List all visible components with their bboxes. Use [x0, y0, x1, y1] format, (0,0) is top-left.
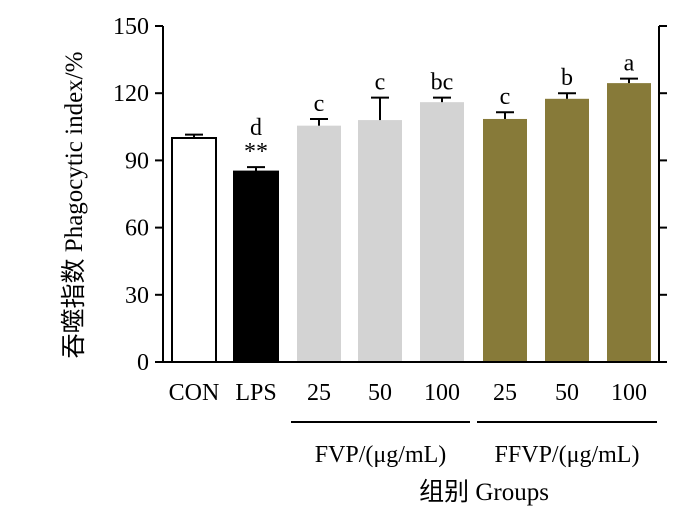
x-tick-label-5: 25 — [493, 380, 517, 406]
significance-label-1: ** — [244, 139, 268, 165]
y-axis-label: 吞噬指数 Phagocytic index/% — [60, 52, 88, 359]
y-tick-label-150: 150 — [113, 14, 149, 40]
significance-label-4: bc — [431, 70, 454, 96]
bars-layer — [171, 77, 651, 363]
bar-3 — [358, 120, 402, 362]
labels-layer: CON **d LPS c 25 c 50 bc 100 c 25 b 50 a 100 0 30 60 90 120… — [113, 14, 647, 468]
significance-label-7: a — [624, 51, 635, 77]
bar-6 — [545, 98, 589, 363]
x-tick-label-3: 50 — [368, 380, 392, 406]
group-label-1: FFVP/(μg/mL) — [495, 442, 640, 468]
x-tick-label-4: 100 — [424, 380, 460, 406]
significance-label-2: c — [314, 91, 325, 117]
bar-1 — [233, 170, 279, 363]
y-tick-label-0: 0 — [137, 350, 149, 376]
axes-layer — [155, 25, 667, 423]
x-tick-label-1: LPS — [235, 380, 276, 406]
bar-0 — [171, 137, 217, 363]
x-tick-label-7: 100 — [611, 380, 647, 406]
x-tick-label-6: 50 — [555, 380, 579, 406]
bar-7 — [607, 83, 651, 363]
y-tick-label-30: 30 — [125, 283, 149, 309]
y-tick-label-90: 90 — [125, 148, 149, 174]
x-axis-label: 组别 Groups — [419, 478, 549, 506]
group-label-0: FVP/(μg/mL) — [315, 442, 447, 468]
bar-2 — [297, 125, 341, 363]
significance-label-1: d — [250, 115, 262, 141]
x-tick-label-2: 25 — [307, 380, 331, 406]
significance-label-3: c — [375, 70, 386, 96]
x-tick-label-0: CON — [169, 380, 220, 406]
y-tick-label-120: 120 — [113, 81, 149, 107]
y-tick-label-60: 60 — [125, 216, 149, 242]
bar-4 — [420, 102, 464, 362]
bar-5 — [483, 118, 527, 363]
significance-label-6: b — [561, 65, 573, 91]
significance-label-5: c — [500, 84, 511, 110]
